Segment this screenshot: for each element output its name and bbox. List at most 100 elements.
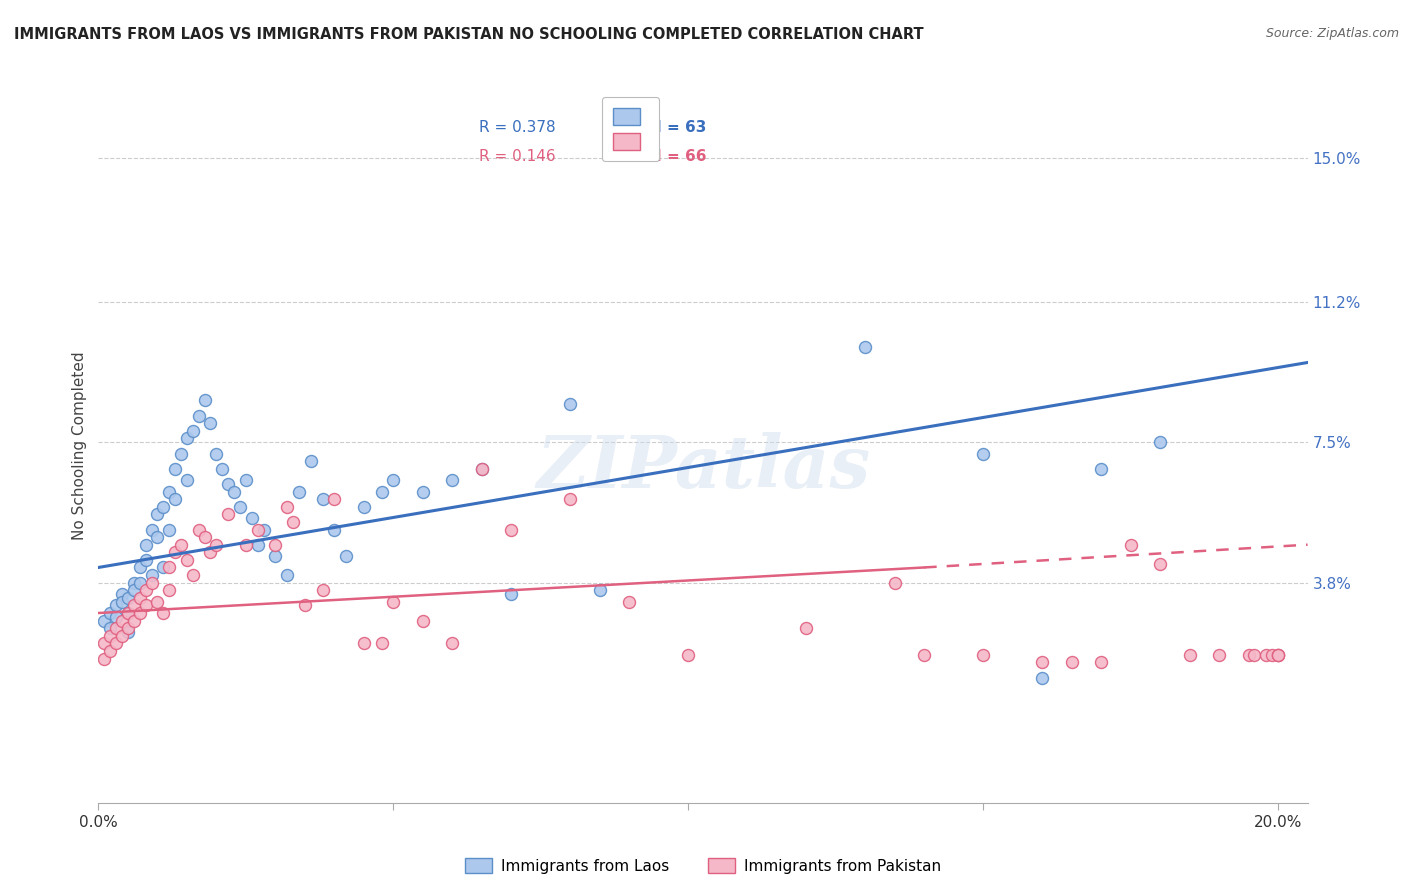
Point: [117, 606, 139, 620]
Point: [128, 575, 150, 590]
Point: [1243, 648, 1265, 662]
Text: N = 66: N = 66: [648, 149, 706, 164]
Point: [141, 523, 163, 537]
Point: [117, 621, 139, 635]
Point: [176, 473, 198, 487]
Point: [152, 606, 174, 620]
Point: [217, 508, 239, 522]
Point: [200, 545, 222, 559]
Point: [972, 447, 994, 461]
Y-axis label: No Schooling Completed: No Schooling Completed: [72, 351, 87, 541]
Point: [1178, 648, 1201, 662]
Point: [117, 591, 139, 605]
Point: [135, 583, 157, 598]
Point: [93, 614, 115, 628]
Text: ZIPatlas: ZIPatlas: [536, 432, 870, 503]
Point: [194, 393, 217, 408]
Point: [165, 492, 187, 507]
Point: [1060, 656, 1083, 670]
Point: [211, 462, 233, 476]
Point: [229, 500, 252, 514]
Point: [217, 477, 239, 491]
Point: [157, 583, 180, 598]
Point: [122, 614, 145, 628]
Point: [382, 473, 405, 487]
Point: [93, 636, 115, 650]
Text: R = 0.378: R = 0.378: [479, 120, 555, 136]
Point: [181, 424, 204, 438]
Point: [883, 575, 905, 590]
Point: [98, 621, 121, 635]
Point: [353, 636, 375, 650]
Point: [299, 454, 322, 468]
Point: [1267, 648, 1289, 662]
Text: N = 63: N = 63: [648, 120, 706, 136]
Point: [205, 538, 228, 552]
Point: [276, 568, 298, 582]
Point: [619, 594, 641, 608]
Point: [1031, 671, 1053, 685]
Point: [560, 397, 582, 411]
Point: [141, 568, 163, 582]
Point: [353, 500, 375, 514]
Text: IMMIGRANTS FROM LAOS VS IMMIGRANTS FROM PAKISTAN NO SCHOOLING COMPLETED CORRELAT: IMMIGRANTS FROM LAOS VS IMMIGRANTS FROM …: [14, 27, 924, 42]
Point: [1149, 557, 1171, 571]
Point: [165, 462, 187, 476]
Point: [370, 484, 392, 499]
Point: [111, 614, 134, 628]
Point: [111, 594, 134, 608]
Point: [170, 447, 193, 461]
Point: [471, 462, 494, 476]
Point: [105, 621, 128, 635]
Legend: , : ,: [602, 97, 659, 161]
Point: [128, 591, 150, 605]
Point: [252, 523, 274, 537]
Point: [441, 473, 464, 487]
Point: [853, 340, 876, 354]
Point: [560, 492, 582, 507]
Point: [122, 599, 145, 613]
Point: [135, 599, 157, 613]
Point: [276, 500, 298, 514]
Point: [323, 523, 346, 537]
Point: [205, 447, 228, 461]
Point: [200, 416, 222, 430]
Point: [412, 484, 434, 499]
Point: [222, 484, 245, 499]
Point: [912, 648, 935, 662]
Point: [105, 599, 128, 613]
Point: [98, 629, 121, 643]
Point: [335, 549, 357, 563]
Point: [1267, 648, 1289, 662]
Point: [157, 484, 180, 499]
Point: [501, 523, 523, 537]
Point: [98, 606, 121, 620]
Point: [194, 530, 217, 544]
Point: [294, 599, 316, 613]
Point: [323, 492, 346, 507]
Point: [128, 560, 150, 574]
Point: [1090, 462, 1112, 476]
Point: [135, 538, 157, 552]
Point: [146, 594, 169, 608]
Point: [311, 492, 333, 507]
Point: [235, 538, 257, 552]
Point: [288, 484, 311, 499]
Point: [471, 462, 494, 476]
Point: [122, 583, 145, 598]
Point: [146, 508, 169, 522]
Point: [165, 545, 187, 559]
Point: [117, 625, 139, 640]
Point: [678, 648, 700, 662]
Point: [246, 538, 269, 552]
Point: [382, 594, 405, 608]
Point: [105, 636, 128, 650]
Point: [1208, 648, 1230, 662]
Point: [501, 587, 523, 601]
Point: [972, 648, 994, 662]
Point: [1261, 648, 1284, 662]
Point: [141, 575, 163, 590]
Text: Source: ZipAtlas.com: Source: ZipAtlas.com: [1265, 27, 1399, 40]
Point: [176, 553, 198, 567]
Legend: Immigrants from Laos, Immigrants from Pakistan: Immigrants from Laos, Immigrants from Pa…: [458, 852, 948, 880]
